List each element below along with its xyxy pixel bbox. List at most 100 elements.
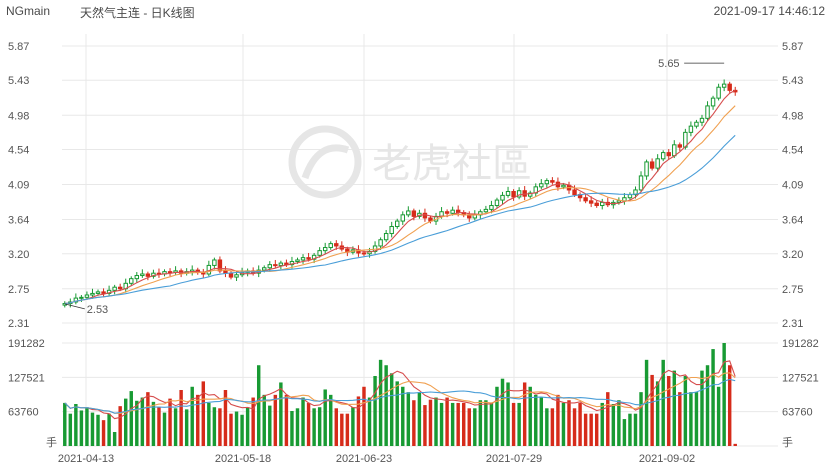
volume-bar — [600, 402, 604, 446]
chart-title: 天然气主连 - 日K线图 — [80, 6, 195, 20]
price-tick-right: 3.64 — [782, 215, 803, 227]
volume-bar — [401, 386, 405, 446]
low-annotation-line — [64, 303, 85, 310]
volume-bar — [434, 397, 438, 446]
candle-body — [117, 286, 123, 290]
price-tick-right: 4.09 — [782, 180, 803, 192]
volume-bar — [528, 386, 532, 446]
candle-body — [306, 257, 311, 260]
price-tick-right: 3.20 — [782, 249, 803, 261]
volume-bar — [218, 408, 222, 446]
high-annotation: 5.65 — [658, 58, 679, 70]
candle-body — [334, 243, 339, 247]
volume-bar — [689, 392, 693, 446]
volume-bar — [367, 397, 372, 446]
volume-bar — [157, 407, 161, 446]
candle-body — [367, 250, 372, 255]
grid — [62, 34, 778, 447]
candle-body — [694, 121, 699, 127]
volume-bar — [79, 410, 84, 446]
price-tick-left: 5.87 — [8, 41, 29, 53]
volume-bar — [517, 402, 521, 446]
volume-tick-left: 63760 — [8, 407, 39, 419]
price-axis: 5.87 5.87 5.43 5.43 4.98 4.98 4.54 4.54 4.09 4.09… — [8, 41, 803, 330]
candle-body — [672, 144, 677, 157]
candle-body — [450, 209, 455, 214]
volume-bar — [384, 365, 388, 446]
volume-bar — [112, 431, 117, 446]
low-annotation: 2.53 — [87, 304, 108, 316]
volume-bar — [539, 397, 544, 446]
volume-bar — [301, 397, 305, 446]
volume-bar — [223, 389, 228, 446]
candle-body — [616, 200, 622, 203]
volume-bar — [262, 394, 266, 446]
volume-bar — [268, 405, 272, 446]
volume-bar — [184, 409, 189, 446]
symbol-label: NGmain — [6, 4, 51, 18]
volume-bar — [312, 408, 316, 446]
volume-bar — [256, 365, 261, 446]
volume-bar — [63, 402, 67, 446]
price-tick-left: 5.43 — [8, 75, 29, 87]
price-tick-right: 4.98 — [782, 110, 803, 122]
candle-body — [217, 259, 223, 272]
candle-body — [588, 200, 594, 204]
volume-bar — [129, 391, 133, 446]
volume-bar — [212, 407, 217, 446]
volume-bar — [628, 413, 632, 446]
candle-body — [361, 252, 367, 255]
candle-body — [594, 202, 599, 207]
volume-bar — [389, 373, 394, 446]
volume-bar — [678, 392, 682, 446]
volume-bar — [683, 375, 688, 446]
volume-bar — [96, 414, 100, 446]
candle-body — [583, 197, 588, 202]
candle-body — [267, 264, 273, 269]
candle-body — [522, 190, 527, 197]
ma20-line — [64, 134, 736, 305]
watermark-logo-stroke-icon — [301, 144, 350, 180]
price-tick-left: 4.09 — [8, 180, 29, 192]
volume-tick-right: 191282 — [782, 338, 819, 350]
candle-body — [84, 294, 90, 298]
candle-body — [79, 296, 84, 299]
volume-bar — [583, 413, 588, 446]
candle-body — [705, 105, 710, 119]
candle-body — [516, 190, 522, 198]
candle-body — [389, 226, 394, 235]
volume-bar — [362, 386, 366, 446]
candle-body — [378, 239, 383, 247]
candle-body — [688, 125, 694, 133]
volume-bar — [705, 365, 710, 446]
candle-body — [400, 214, 405, 222]
candle-body — [539, 183, 544, 188]
candle-body — [638, 175, 644, 191]
candle-body — [721, 83, 727, 88]
volume-bar — [639, 392, 643, 446]
candle-body — [129, 278, 134, 284]
volume-bar — [495, 386, 499, 446]
volume-bar — [196, 394, 200, 446]
volume-bar — [334, 408, 338, 446]
volume-bar — [101, 420, 106, 446]
volume-bar — [245, 407, 250, 446]
price-tick-right: 4.54 — [782, 144, 803, 156]
volume-bar — [290, 410, 294, 446]
date-tick: 2021-05-18 — [215, 453, 271, 465]
watermark: 老虎社區 — [288, 125, 532, 199]
volume-tick-left: 127521 — [8, 372, 45, 384]
volume-bar — [506, 382, 510, 446]
candle-body — [655, 158, 660, 169]
candle-body — [101, 291, 106, 294]
candle-body — [600, 201, 605, 207]
candles — [62, 79, 738, 308]
volume-bar — [135, 400, 139, 446]
volume-bar — [445, 397, 449, 446]
price-tick-right: 5.87 — [782, 41, 803, 53]
volume-bar — [356, 396, 361, 446]
volume-bar — [151, 401, 156, 446]
volume-unit-right: 手 — [782, 435, 793, 449]
volume-ma10-line — [64, 372, 736, 415]
volume-bar — [85, 407, 89, 446]
